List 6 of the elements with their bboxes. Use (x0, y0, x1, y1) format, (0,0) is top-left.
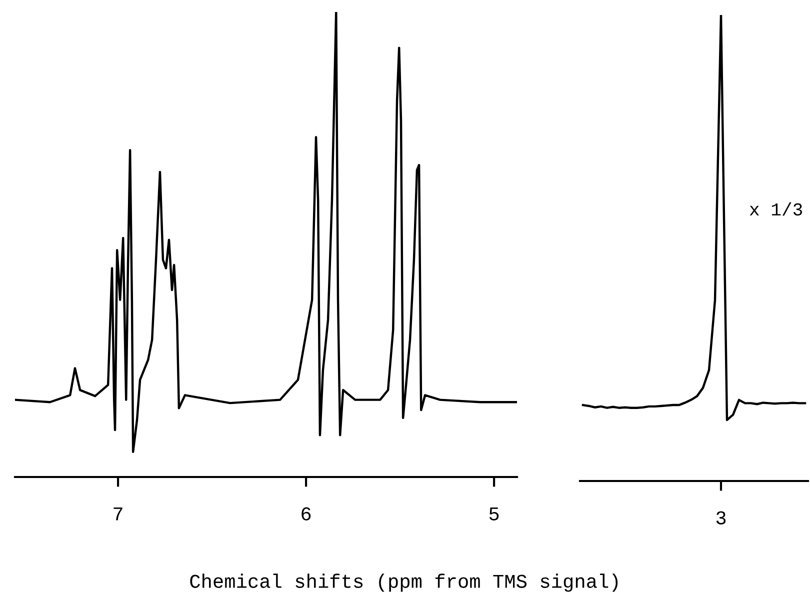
text: 3 (716, 511, 726, 524)
x-tick-label: 7 (114, 507, 122, 520)
x-tick-label: 6 (302, 507, 311, 520)
x-tick-label: 5 (489, 507, 499, 520)
annotation: x 1/3 (750, 202, 802, 216)
x-axis-title: Chemical shifts (ppm from TMS signal) (190, 574, 618, 592)
